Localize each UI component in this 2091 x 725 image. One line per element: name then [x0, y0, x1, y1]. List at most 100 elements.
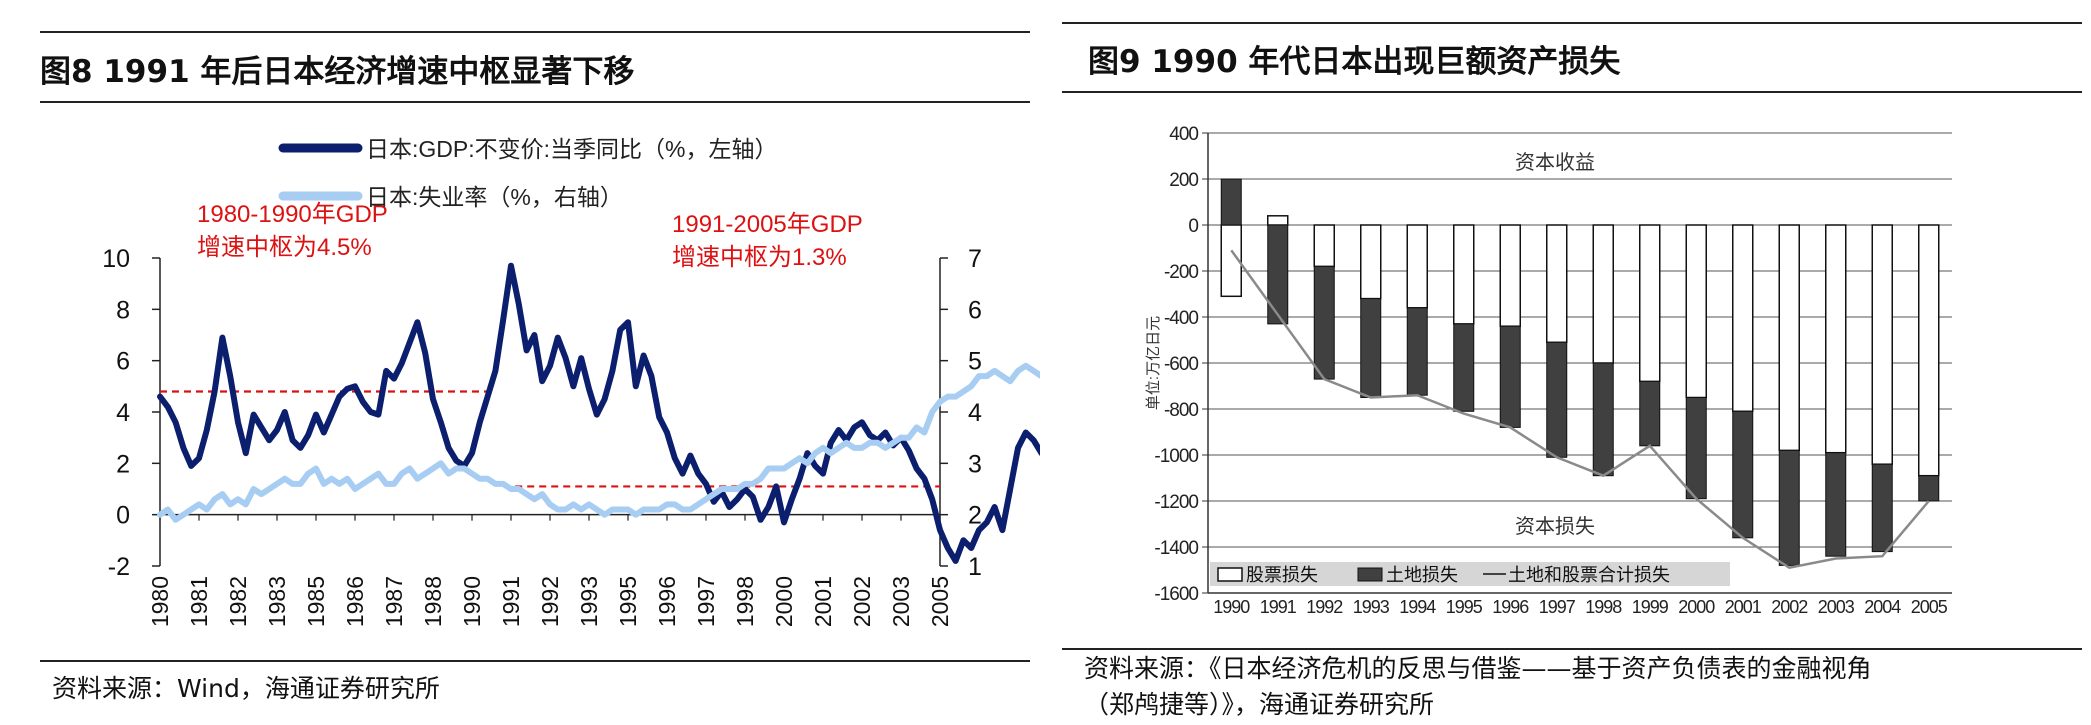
- annotation-2-line-2: 增速中枢为1.3%: [672, 244, 847, 271]
- x-tick-label: 1993: [576, 576, 602, 627]
- x-tick-label: 1995: [615, 576, 641, 627]
- stock-loss-bar: [1592, 224, 1614, 364]
- x-tick-label: 1991: [1260, 597, 1297, 617]
- x-tick-label: 1990: [1213, 597, 1250, 617]
- land-loss-bar: [1313, 265, 1335, 380]
- capital-gain-annotation: 资本收益: [1515, 151, 1595, 174]
- land-loss-bar: [1778, 449, 1800, 566]
- x-tick-label: 2004: [1864, 597, 1901, 617]
- y-tick-label: -200: [1164, 262, 1198, 283]
- stock-loss-bar: [1499, 224, 1521, 327]
- right-y-tick-label: 7: [968, 245, 982, 273]
- land-loss-bar: [1220, 178, 1242, 226]
- y-tick-label: 0: [1188, 216, 1198, 237]
- stock-loss-bar: [1267, 215, 1289, 226]
- gdp-growth-series-line: [157, 262, 1040, 564]
- x-tick-label: 1994: [1399, 597, 1436, 617]
- legend-label-2: 日本:失业率（%，右轴）: [366, 184, 623, 210]
- stock-loss-bar: [1871, 224, 1893, 465]
- unemployment-series-line: [157, 362, 1040, 523]
- x-tick-label: 1997: [693, 576, 719, 627]
- land-loss-bar: [1267, 224, 1289, 325]
- x-tick-label: 2005: [1911, 597, 1948, 617]
- left-y-tick-label: 8: [116, 296, 130, 324]
- x-tick-label: 1998: [1585, 597, 1622, 617]
- left-source-note: 资料来源：Wind，海通证券研究所: [52, 674, 440, 703]
- x-tick-label: 2003: [888, 576, 914, 627]
- x-tick-label: 2001: [1725, 597, 1762, 617]
- stock-loss-bar: [1732, 224, 1754, 413]
- x-tick-label: 1987: [381, 576, 407, 627]
- right-y-tick-label: 5: [968, 348, 982, 376]
- right-y-tick-label: 1: [968, 553, 982, 581]
- right-source-note-line1: 资料来源：《日本经济危机的反思与借鉴——基于资产负债表的金融视角: [1084, 654, 1872, 683]
- land-loss-bar: [1825, 452, 1847, 557]
- left-figure-title: 图8 1991 年后日本经济增速中枢显著下移: [40, 54, 635, 90]
- x-tick-label: 2000: [1678, 597, 1715, 617]
- y-tick-label: -400: [1164, 308, 1198, 329]
- legend-label-stock: 股票损失: [1246, 565, 1318, 585]
- land-loss-bar: [1406, 307, 1428, 396]
- x-tick-label: 2001: [810, 576, 836, 627]
- asset-loss-bar-chart: 4002000-200-400-600-800-1000-1200-1400-1…: [1145, 124, 1952, 617]
- right-title-bottom-rule: [1062, 91, 2082, 93]
- stock-loss-bar: [1918, 224, 1940, 477]
- y-tick-label: -1400: [1154, 538, 1198, 559]
- x-tick-label: 2003: [1818, 597, 1855, 617]
- land-loss-bar: [1639, 380, 1661, 447]
- y-tick-label: 400: [1169, 124, 1198, 145]
- left-title-bottom-rule: [40, 101, 1030, 103]
- x-tick-label: 1995: [1446, 597, 1483, 617]
- right-y-tick-label: 3: [968, 450, 982, 478]
- x-tick-label: 1998: [732, 576, 758, 627]
- x-tick-label: 1997: [1539, 597, 1576, 617]
- y-tick-label: -1600: [1154, 584, 1198, 605]
- left-figure-panel: 图8 1991 年后日本经济增速中枢显著下移 日本:GDP:不变价:当季同比（%…: [0, 0, 1040, 725]
- capital-loss-annotation: 资本损失: [1515, 515, 1595, 538]
- x-tick-label: 1988: [420, 576, 446, 627]
- x-tick-label: 1983: [264, 576, 290, 627]
- x-tick-label: 1991: [498, 576, 524, 627]
- left-y-tick-label: 6: [116, 348, 130, 376]
- x-tick-label: 1981: [186, 576, 212, 627]
- stock-loss-bar: [1639, 224, 1661, 383]
- x-tick-label: 1980: [147, 576, 173, 627]
- right-figure-title: 图9 1990 年代日本出现巨额资产损失: [1088, 44, 1621, 80]
- left-y-tick-label: 10: [102, 245, 130, 273]
- y-axis-title: 单位:万亿日元: [1145, 316, 1162, 410]
- annotation-2-line-1: 1991-2005年GDP: [672, 211, 863, 238]
- land-loss-bar: [1918, 475, 1940, 502]
- land-loss-bar: [1546, 341, 1568, 458]
- y-tick-label: -600: [1164, 354, 1198, 375]
- land-loss-bar: [1360, 298, 1382, 399]
- stock-loss-bar: [1453, 224, 1475, 325]
- x-tick-label: 1993: [1353, 597, 1390, 617]
- left-y-tick-label: 2: [116, 450, 130, 478]
- land-loss-bar: [1732, 410, 1754, 539]
- y-tick-label: 200: [1169, 170, 1198, 191]
- land-loss-bar: [1871, 463, 1893, 553]
- x-tick-label: 1996: [654, 576, 680, 627]
- x-tick-label: 2005: [927, 576, 953, 627]
- annotation-1-line-1: 1980-1990年GDP: [197, 201, 388, 228]
- x-tick-label: 2002: [1771, 597, 1808, 617]
- stock-loss-bar: [1825, 224, 1847, 454]
- total-loss-line: [1230, 249, 1930, 570]
- y-tick-label: -1200: [1154, 492, 1198, 513]
- land-loss-bar: [1499, 325, 1521, 428]
- right-y-tick-label: 2: [968, 502, 982, 530]
- right-source-rule: [1062, 648, 2082, 650]
- land-loss-bar: [1685, 397, 1707, 500]
- x-tick-label: 1996: [1492, 597, 1529, 617]
- land-loss-bar: [1453, 323, 1475, 412]
- y-tick-label: -1000: [1154, 446, 1198, 467]
- gdp-unemployment-line-chart: 日本:GDP:不变价:当季同比（%，左轴） 日本:失业率（%，右轴） -2 0 2 4 6 8…: [102, 136, 1040, 627]
- right-figure-panel: 图9 1990 年代日本出现巨额资产损失 400 200 0 -200 -400 -600…: [1040, 0, 2091, 725]
- legend-swatch-land: [1357, 567, 1383, 582]
- legend-label-1: 日本:GDP:不变价:当季同比（%，左轴）: [366, 136, 777, 162]
- right-y-tick-label: 6: [968, 296, 982, 324]
- right-source-note-line2: （郑鸬捷等）》，海通证券研究所: [1084, 690, 1435, 719]
- stock-loss-bar: [1406, 224, 1428, 309]
- stock-loss-bar: [1778, 224, 1800, 452]
- left-source-rule: [40, 660, 1030, 662]
